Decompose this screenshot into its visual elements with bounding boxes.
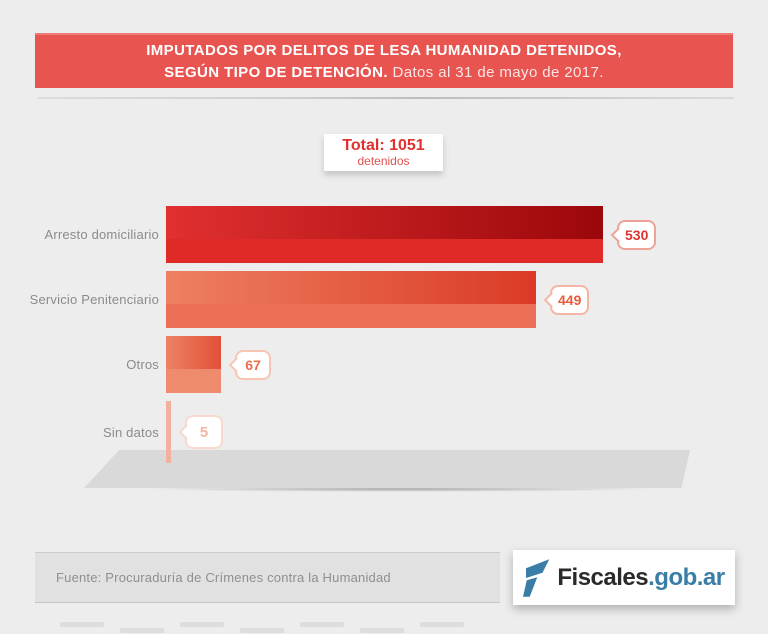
header-title-line1: IMPUTADOS POR DELITOS DE LESA HUMANIDAD … [146,41,622,59]
bar [166,401,171,463]
cutoff-ghost [240,628,284,633]
cutoff-ghost-strip [60,620,480,634]
header-date-note: Datos al 31 de mayo de 2017. [387,64,604,82]
bar-fill-bottom [166,239,603,263]
cutoff-ghost [300,622,344,627]
cutoff-ghost [120,628,164,633]
total-sub-label: detenidos [357,154,410,169]
logo-text-fiscales: Fiscales [557,563,649,591]
value-badge: 67 [235,349,271,380]
cutoff-ghost [360,628,404,633]
bar-label: Sin datos [102,424,159,440]
cutoff-ghost [60,622,104,627]
bar-label: Arresto domiciliario [44,227,159,242]
value-badge: 449 [550,284,590,315]
bar-label: Servicio Penitenciario [29,292,159,307]
bar-fill-bottom [166,304,536,328]
header-title-line2: SEGÚN TIPO DE DETENCIÓN. Datos al 31 de … [164,62,604,83]
fiscales-logo-card[interactable]: Fiscales.gob.ar [513,550,735,605]
header-banner: IMPUTADOS POR DELITOS DE LESA HUMANIDAD … [35,33,733,88]
bar-row: Servicio Penitenciario 449 [0,271,768,328]
platform-base [84,450,690,488]
total-card: Total: 1051 detenidos [324,134,443,171]
total-value: Total: 1051 [342,136,425,154]
bar [166,336,221,393]
source-text: Fuente: Procuraduría de Crímenes contra … [56,570,391,585]
header-divider [38,97,734,99]
source-box: Fuente: Procuraduría de Crímenes contra … [35,552,500,603]
bar [166,206,603,263]
bar [166,271,536,328]
bar-label: Otros [126,357,159,372]
bar-chart: Arresto domiciliario 530 Servicio Penitenc… [0,206,768,463]
header-title-line2-bold: SEGÚN TIPO DE DETENCIÓN. [164,64,388,82]
value-badge: 5 [185,415,223,449]
bar-fill-top [166,206,603,240]
platform-shadow [140,486,660,492]
fiscales-logo-text: Fiscales.gob.ar [557,563,725,592]
bar-fill-top [166,336,221,370]
bar-fill-bottom [166,436,171,463]
bar-row: Arresto domiciliario 530 [0,206,768,263]
bar-fill-top [166,401,171,437]
bar-fill-bottom [166,369,221,393]
fiscales-flag-icon [523,558,550,598]
bar-fill-top [166,271,536,305]
logo-text-gobar: .gob.ar [648,563,725,591]
cutoff-ghost [180,622,224,627]
cutoff-ghost [420,622,464,627]
bar-row: Sin datos 5 [0,401,768,463]
value-badge: 530 [617,219,657,250]
bar-row: Otros 67 [0,336,768,393]
